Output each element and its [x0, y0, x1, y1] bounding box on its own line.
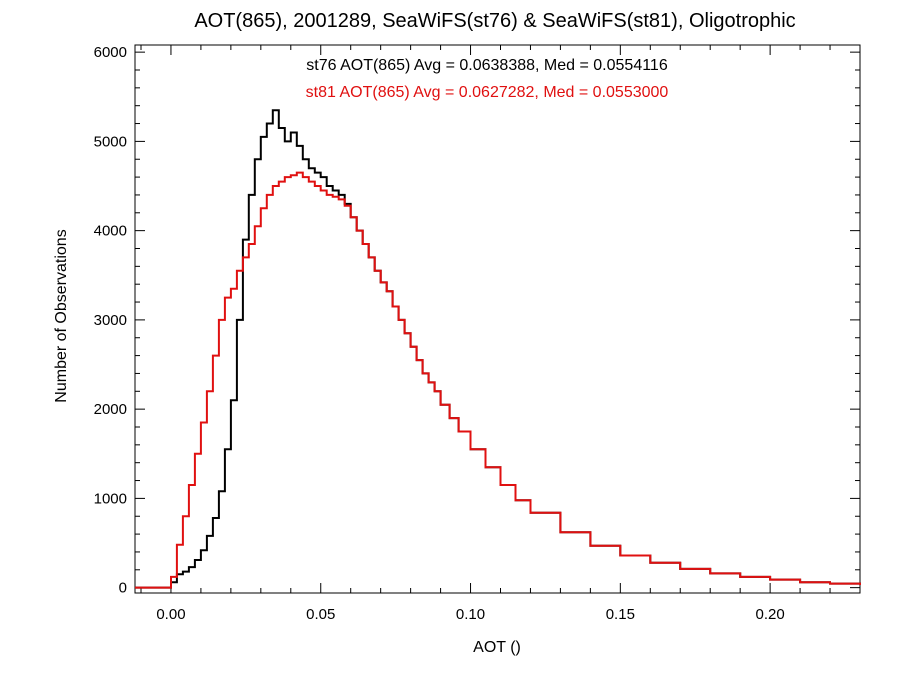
- series-st81-line: [135, 171, 861, 589]
- y-tick-label: 1000: [94, 490, 127, 507]
- y-tick-label: 4000: [94, 223, 127, 240]
- x-tick-label: 0.10: [456, 606, 485, 623]
- x-tick-label: 0.00: [156, 606, 185, 623]
- x-tick-label: 0.15: [606, 606, 635, 623]
- axis-ticks: [135, 45, 861, 593]
- y-tick-label: 3000: [94, 312, 127, 329]
- x-tick-labels: 0.00 0.05 0.10 0.15 0.20: [156, 606, 784, 623]
- y-tick-labels: 0 1000 2000 3000 4000 5000 6000: [94, 44, 127, 597]
- y-axis-label: Number of Observations: [53, 229, 70, 402]
- chart-title: AOT(865), 2001289, SeaWiFS(st76) & SeaWi…: [194, 10, 795, 32]
- x-tick-label: 0.05: [306, 606, 335, 623]
- y-tick-label: 5000: [94, 133, 127, 150]
- series-st76-line: [135, 109, 861, 589]
- plot-frame: [134, 44, 861, 594]
- x-tick-label: 0.20: [756, 606, 785, 623]
- plot-area: [134, 44, 861, 594]
- y-tick-label: 6000: [94, 44, 127, 61]
- x-axis-label: AOT (): [473, 639, 521, 656]
- legend-entry-st81: st81 AOT(865) Avg = 0.0627282, Med = 0.0…: [306, 84, 669, 101]
- data-series: [135, 109, 861, 589]
- y-tick-label: 2000: [94, 401, 127, 418]
- legend-entry-st76: st76 AOT(865) Avg = 0.0638388, Med = 0.0…: [306, 57, 668, 74]
- y-tick-label: 0: [119, 580, 127, 597]
